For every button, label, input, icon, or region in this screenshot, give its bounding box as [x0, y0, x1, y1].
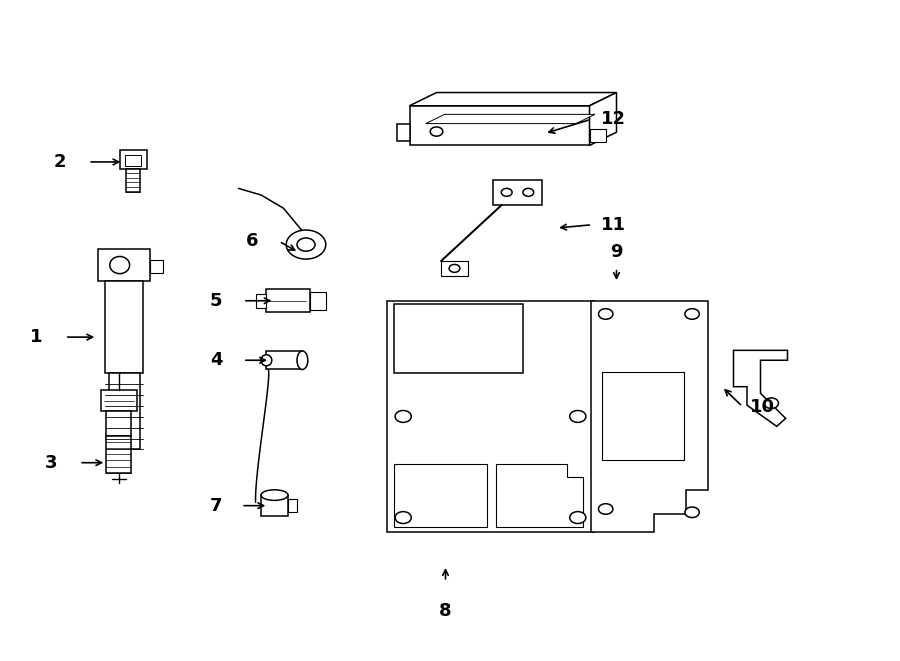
Text: 1: 1	[30, 328, 42, 346]
Circle shape	[395, 512, 411, 524]
Ellipse shape	[261, 355, 272, 366]
Circle shape	[570, 512, 586, 524]
Polygon shape	[109, 373, 140, 449]
Polygon shape	[126, 169, 140, 192]
Polygon shape	[394, 464, 488, 527]
Circle shape	[598, 504, 613, 514]
Text: 7: 7	[210, 496, 222, 515]
Text: 2: 2	[54, 153, 67, 171]
Text: 6: 6	[246, 232, 258, 251]
Circle shape	[449, 264, 460, 272]
Polygon shape	[591, 301, 708, 532]
Text: 9: 9	[610, 243, 623, 261]
Circle shape	[297, 238, 315, 251]
Polygon shape	[493, 180, 542, 205]
Polygon shape	[310, 292, 326, 310]
Circle shape	[685, 507, 699, 518]
Circle shape	[430, 127, 443, 136]
Polygon shape	[590, 93, 616, 145]
Circle shape	[570, 410, 586, 422]
Text: 4: 4	[210, 351, 222, 369]
Polygon shape	[590, 129, 606, 142]
Polygon shape	[397, 124, 410, 141]
Polygon shape	[266, 351, 302, 369]
Polygon shape	[410, 93, 616, 106]
Polygon shape	[288, 499, 297, 512]
Polygon shape	[125, 155, 141, 166]
Polygon shape	[98, 249, 150, 281]
Polygon shape	[101, 390, 137, 411]
Polygon shape	[426, 114, 595, 124]
Text: 11: 11	[601, 215, 626, 234]
Text: 8: 8	[439, 602, 452, 619]
Polygon shape	[410, 106, 590, 145]
Text: 5: 5	[210, 292, 222, 310]
Polygon shape	[150, 260, 163, 273]
Text: 3: 3	[45, 453, 58, 472]
Circle shape	[395, 410, 411, 422]
Polygon shape	[105, 281, 143, 373]
Circle shape	[685, 309, 699, 319]
Polygon shape	[106, 411, 131, 436]
Circle shape	[501, 188, 512, 196]
Ellipse shape	[110, 256, 130, 274]
Circle shape	[764, 398, 778, 408]
Circle shape	[598, 309, 613, 319]
Polygon shape	[441, 261, 468, 276]
Polygon shape	[394, 304, 523, 373]
Polygon shape	[120, 150, 147, 169]
Circle shape	[286, 230, 326, 259]
Polygon shape	[497, 464, 583, 527]
Polygon shape	[106, 436, 131, 473]
Circle shape	[523, 188, 534, 196]
Polygon shape	[387, 301, 594, 532]
Ellipse shape	[297, 351, 308, 369]
Polygon shape	[266, 290, 310, 312]
Ellipse shape	[261, 490, 288, 500]
Text: 12: 12	[601, 110, 626, 128]
Text: 10: 10	[750, 397, 775, 416]
Polygon shape	[261, 495, 288, 516]
Polygon shape	[256, 293, 266, 307]
Bar	[602, 373, 684, 460]
Polygon shape	[734, 350, 788, 426]
